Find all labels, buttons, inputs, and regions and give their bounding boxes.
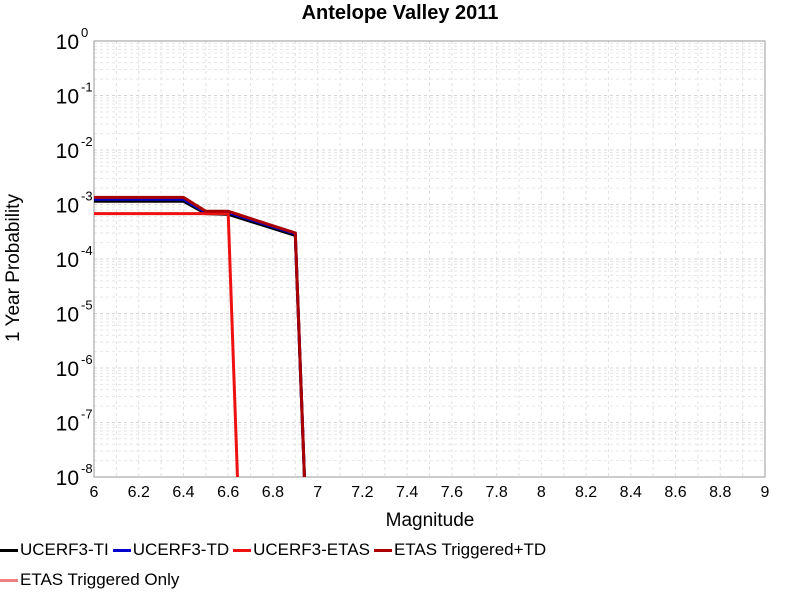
legend-item-etas-triggered-only: ETAS Triggered Only (0, 570, 179, 590)
y-tick-label: 10 (56, 140, 79, 163)
legend-label: ETAS Triggered+TD (393, 540, 547, 559)
legend-swatch (112, 548, 131, 552)
legend-label: UCERF3-ETAS (253, 540, 370, 559)
x-tick-label: 9 (761, 484, 770, 501)
y-tick-label: 10 (56, 86, 79, 109)
y-tick-exponent: -7 (81, 407, 93, 422)
x-tick-label: 6.2 (128, 484, 150, 501)
series-line-2 (94, 197, 306, 477)
legend-swatch (233, 548, 252, 552)
series-line-3 (94, 212, 239, 477)
series-line-1 (94, 199, 306, 477)
y-tick-exponent: -8 (81, 461, 93, 476)
y-tick-label: 10 (56, 413, 79, 436)
x-tick-label: 6.8 (262, 484, 284, 501)
y-axis-label: 1 Year Probability (3, 194, 24, 342)
y-tick-exponent: -6 (81, 352, 93, 367)
legend-label: UCERF3-TI (20, 540, 109, 559)
x-tick-label: 6.4 (172, 484, 194, 501)
y-tick-exponent: -1 (81, 80, 93, 95)
series-layer (94, 195, 306, 477)
legend-item-ucerf3-td: UCERF3-TD (112, 540, 230, 560)
legend-label: ETAS Triggered Only (20, 570, 180, 589)
legend: UCERF3-TI UCERF3-TD UCERF3-ETAS ETAS Tri… (0, 538, 800, 600)
x-tick-label: 8.2 (575, 484, 597, 501)
x-tick-label: 7.4 (396, 484, 418, 501)
x-tick-label: 6.6 (217, 484, 239, 501)
y-tick-label: 10 (56, 467, 79, 490)
x-tick-label: 8 (537, 484, 546, 501)
legend-item-ucerf3-etas: UCERF3-ETAS (233, 540, 370, 560)
legend-item-etas-triggered-td: ETAS Triggered+TD (373, 540, 547, 560)
x-tick-label: 6 (90, 484, 99, 501)
legend-item-ucerf3-ti: UCERF3-TI (0, 540, 109, 560)
y-tick-exponent: -5 (81, 298, 93, 313)
x-tick-labels: 6 6.2 6.4 6.6 6.8 7 7.2 7.4 7.6 7.8 8 8.2 8.4 8.6 8.8 9 (90, 484, 770, 501)
legend-swatch (0, 578, 18, 582)
y-tick-label: 10 (56, 195, 79, 218)
chart: Antelope Valley 2011 6 6.2 6.4 6.6 6.8 7 7.2 7.… (3, 2, 770, 531)
y-tick-label: 10 (56, 249, 79, 272)
legend-row-2: ETAS Triggered Only (0, 568, 183, 592)
plot-area-frame (93, 40, 766, 478)
y-tick-label: 10 (56, 304, 79, 327)
y-tick-exponent: 0 (81, 25, 88, 40)
legend-row-1: UCERF3-TI UCERF3-TD UCERF3-ETAS ETAS Tri… (0, 538, 550, 562)
y-tick-exponent: -4 (81, 243, 93, 258)
grid (93, 41, 766, 478)
x-tick-label: 7.8 (485, 484, 507, 501)
x-tick-label: 8.6 (664, 484, 686, 501)
x-tick-label: 8.4 (620, 484, 642, 501)
x-axis-label: Magnitude (386, 510, 475, 531)
legend-swatch (373, 548, 392, 552)
y-tick-exponent: -3 (81, 189, 93, 204)
y-tick-label: 10 (56, 31, 79, 54)
series-line-4 (94, 195, 306, 477)
y-tick-label: 10 (56, 358, 79, 381)
x-tick-label: 7 (313, 484, 322, 501)
chart-title: Antelope Valley 2011 (302, 2, 499, 24)
legend-swatch (0, 548, 18, 552)
x-tick-label: 7.2 (351, 484, 373, 501)
x-tick-label: 7.6 (441, 484, 463, 501)
legend-label: UCERF3-TD (132, 540, 230, 559)
y-tick-exponent: -2 (81, 134, 93, 149)
x-tick-label: 8.8 (709, 484, 731, 501)
